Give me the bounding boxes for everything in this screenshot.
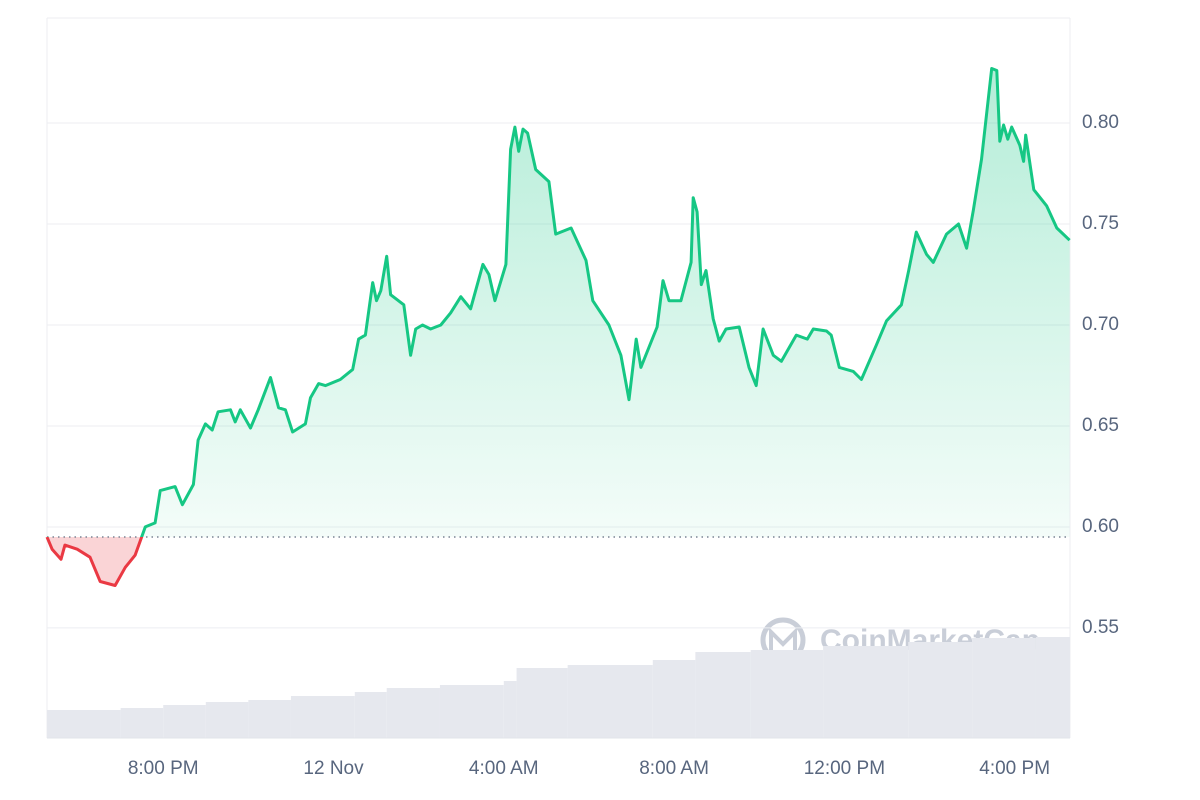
x-tick-label: 8:00 AM xyxy=(639,758,709,779)
y-tick-label: 0.60 xyxy=(1082,516,1119,537)
volume-bar xyxy=(120,708,164,738)
x-tick-label: 12 Nov xyxy=(303,758,364,779)
area-up xyxy=(47,68,1070,538)
volume-bar xyxy=(503,681,517,738)
area-down xyxy=(47,537,142,586)
volume-bar xyxy=(908,642,973,738)
x-tick-label: 8:00 PM xyxy=(128,758,199,779)
volume-bar xyxy=(1035,637,1070,738)
volume-bar xyxy=(750,650,824,738)
volume-bar xyxy=(386,688,440,738)
volume-bar xyxy=(248,700,291,738)
y-tick-label: 0.80 xyxy=(1082,112,1119,133)
y-tick-label: 0.75 xyxy=(1082,213,1119,234)
volume-bar xyxy=(516,668,568,738)
volume-bar xyxy=(205,702,249,738)
volume-bar xyxy=(823,646,909,738)
y-tick-label: 0.70 xyxy=(1082,314,1119,335)
volume-bar xyxy=(972,638,1036,738)
volume-bar xyxy=(354,692,387,738)
volume-bar xyxy=(439,685,504,738)
volume-bar xyxy=(163,705,206,738)
volume-bar xyxy=(567,665,653,738)
x-tick-label: 4:00 AM xyxy=(469,758,539,779)
price-line-up xyxy=(46,67,1071,538)
volume-bar xyxy=(47,710,121,738)
y-tick-label: 0.55 xyxy=(1082,617,1119,638)
volume-bar xyxy=(652,660,696,738)
volume-bar xyxy=(695,652,751,738)
y-tick-label: 0.65 xyxy=(1082,415,1119,436)
volume-bar xyxy=(290,696,355,738)
x-tick-label: 4:00 PM xyxy=(979,758,1050,779)
x-tick-label: 12:00 PM xyxy=(804,758,885,779)
